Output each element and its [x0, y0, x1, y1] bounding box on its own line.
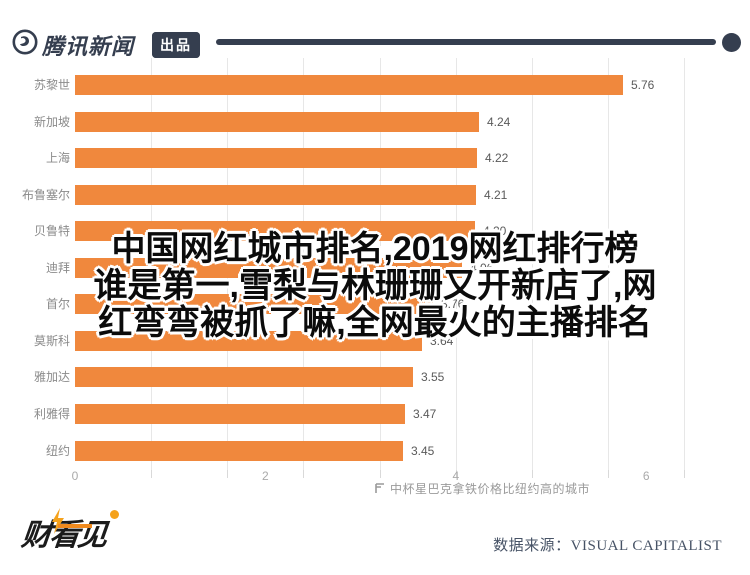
header-rule-end-dot — [722, 33, 741, 52]
bar — [75, 367, 413, 387]
category-label: 利雅得 — [33, 407, 70, 421]
headline-line-1: 中国网红城市排名,2019网红排行榜 — [111, 230, 639, 268]
value-label: 4.22 — [485, 151, 509, 165]
bar — [75, 148, 477, 168]
logo-dot-accent — [110, 510, 119, 519]
headline-line-3: 红弯弯被抓了嘛,全网最火的主播排名 — [98, 304, 652, 342]
overlay-headline: 中国网红城市排名,2019网红排行榜 谁是第一,雪梨与林珊珊又开新店了,网 红弯… — [0, 231, 750, 342]
axis-tick — [531, 470, 533, 478]
value-label: 4.06 — [470, 261, 494, 275]
bar — [75, 404, 405, 424]
value-label: 4.21 — [484, 188, 508, 202]
x-axis-label: 4 — [452, 469, 460, 483]
chart-note-icon — [375, 483, 384, 493]
grid-line — [608, 58, 610, 470]
headline-line-2: 谁是第一,雪梨与林珊珊又开新店了,网 — [93, 267, 657, 305]
chart-caption-text: 中杯星巴克拿铁价格比纽约高的城市 — [390, 482, 591, 496]
x-axis-label: 0 — [71, 469, 79, 483]
axis-tick — [684, 470, 686, 478]
value-label: 4.24 — [487, 115, 511, 129]
produced-by-badge: 出品 — [152, 32, 200, 58]
category-label: 新加坡 — [33, 115, 70, 129]
value-label: 3.55 — [421, 370, 445, 384]
category-label: 上海 — [45, 151, 70, 165]
x-axis-label: 2 — [262, 469, 269, 483]
bar — [75, 441, 403, 461]
axis-tick — [151, 470, 153, 478]
axis-tick — [303, 470, 305, 478]
grid-line — [531, 58, 533, 470]
grid-line — [684, 58, 686, 470]
logo-accent-strip — [58, 524, 92, 528]
header-rule — [216, 39, 716, 45]
category-label: 首尔 — [45, 297, 70, 311]
axis-tick — [379, 470, 381, 478]
brand-title: 腾讯新闻 — [42, 34, 135, 59]
bar — [75, 331, 422, 351]
bar — [75, 75, 623, 95]
axis-tick — [608, 470, 610, 478]
value-label: 4.20 — [483, 224, 507, 238]
bar — [75, 185, 476, 205]
category-label: 布鲁塞尔 — [21, 188, 70, 202]
category-label: 苏黎世 — [33, 78, 70, 92]
category-label: 莫斯科 — [33, 334, 70, 348]
data-source-label: 数据来源： — [493, 538, 571, 554]
category-label: 雅加达 — [33, 370, 70, 384]
value-label: 3.76 — [441, 297, 465, 311]
lightning-bolt-icon — [52, 508, 64, 534]
value-label: 3.45 — [411, 444, 435, 458]
axis-tick — [455, 470, 457, 478]
tencent-news-logo-icon — [12, 29, 38, 55]
bar — [75, 112, 479, 132]
chart-caption: 中杯星巴克拿铁价格比纽约高的城市 — [375, 480, 590, 497]
category-label: 迪拜 — [45, 261, 70, 275]
x-axis-label: 6 — [642, 469, 650, 483]
caikanjian-logo: 财看见 — [20, 508, 142, 552]
value-label: 3.64 — [430, 334, 454, 348]
bar — [75, 258, 462, 278]
category-label: 纽约 — [45, 444, 70, 458]
data-source: 数据来源：VISUAL CAPITALIST — [493, 534, 722, 555]
value-label: 5.76 — [631, 78, 655, 92]
bar — [75, 294, 433, 314]
value-label: 3.47 — [413, 407, 437, 421]
axis-tick — [227, 470, 229, 478]
data-source-value: VISUAL CAPITALIST — [570, 538, 722, 554]
bar — [75, 221, 475, 241]
category-label: 贝鲁特 — [33, 224, 70, 238]
